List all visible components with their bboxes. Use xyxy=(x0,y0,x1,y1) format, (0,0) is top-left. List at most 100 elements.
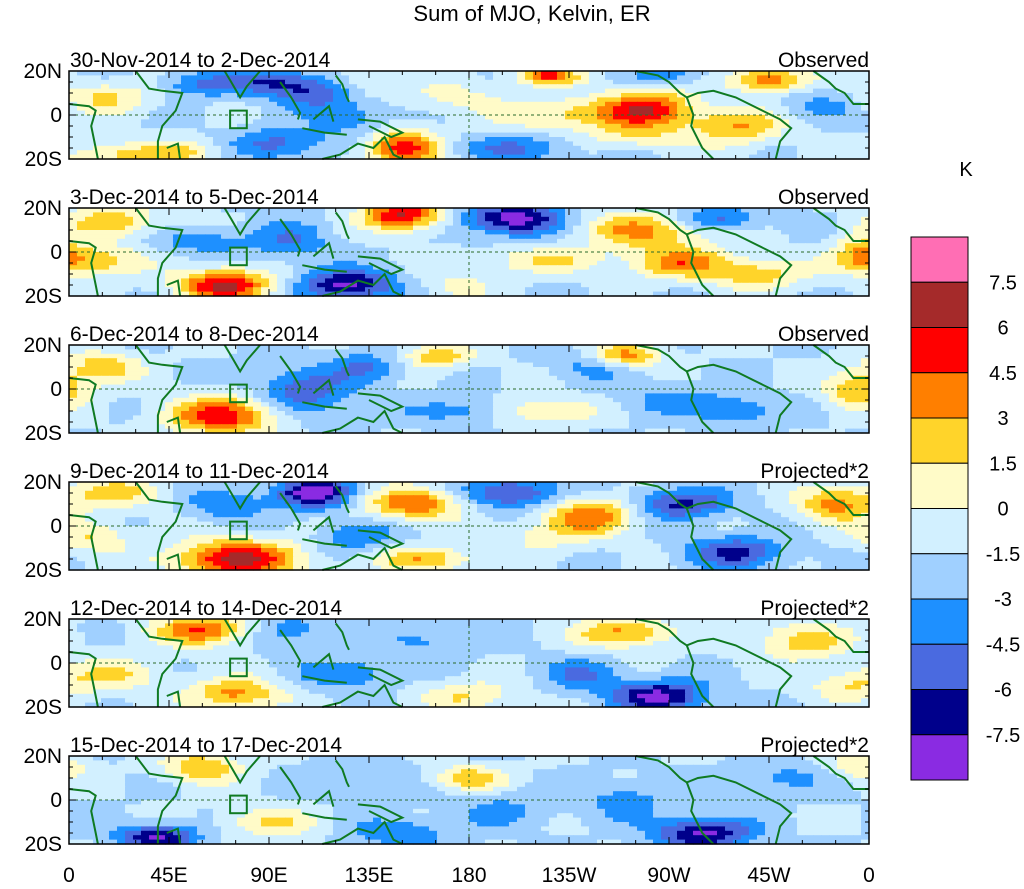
field-cell xyxy=(325,115,334,120)
field-cell xyxy=(429,88,438,94)
field-cell xyxy=(381,141,390,147)
field-cell xyxy=(133,88,142,94)
field-cell xyxy=(261,132,270,138)
field-cell xyxy=(461,137,470,142)
field-cell xyxy=(109,141,118,147)
field-cell xyxy=(445,367,454,372)
field-cell xyxy=(85,75,94,81)
field-cell xyxy=(597,208,606,213)
field-cell xyxy=(205,282,214,288)
field-cell xyxy=(589,282,598,288)
field-cell xyxy=(733,110,742,116)
field-cell xyxy=(85,367,94,372)
field-cell xyxy=(213,287,222,293)
field-cell xyxy=(109,145,118,151)
field-cell xyxy=(413,247,422,253)
field-cell xyxy=(757,265,766,271)
field-cell xyxy=(701,123,710,129)
field-cell xyxy=(613,282,622,288)
field-cell xyxy=(149,97,158,103)
field-cell xyxy=(437,265,446,271)
field-cell xyxy=(109,132,118,138)
field-cell xyxy=(709,71,718,76)
field-cell xyxy=(645,367,654,372)
field-cell xyxy=(653,269,662,275)
field-cell xyxy=(605,93,614,98)
field-cell xyxy=(69,353,78,359)
field-cell xyxy=(157,75,166,81)
field-cell xyxy=(357,123,366,129)
field-cell xyxy=(285,79,294,85)
field-cell xyxy=(317,265,326,271)
field-cell xyxy=(437,110,446,116)
field-cell xyxy=(861,75,870,81)
field-cell xyxy=(565,225,574,231)
field-cell xyxy=(637,79,646,85)
field-cell xyxy=(861,256,870,262)
field-cell xyxy=(565,97,574,103)
field-cell xyxy=(821,145,830,151)
field-cell xyxy=(149,128,158,134)
field-cell xyxy=(757,362,766,368)
field-cell xyxy=(189,362,198,368)
field-cell xyxy=(397,145,406,151)
field-cell xyxy=(293,291,302,297)
field-cell xyxy=(573,367,582,372)
field-cell xyxy=(373,145,382,151)
field-cell xyxy=(645,291,654,297)
field-cell xyxy=(189,371,198,377)
field-cell xyxy=(309,247,318,253)
field-cell xyxy=(437,362,446,368)
field-cell xyxy=(261,97,270,103)
field-cell xyxy=(157,230,166,235)
field-cell xyxy=(101,256,110,262)
field-cell xyxy=(269,252,278,257)
field-cell xyxy=(493,243,502,249)
field-cell xyxy=(765,97,774,103)
field-cell xyxy=(621,110,630,116)
field-cell xyxy=(405,238,414,244)
field-cell xyxy=(549,282,558,288)
field-cell xyxy=(717,84,726,90)
field-cell xyxy=(493,367,502,372)
field-cell xyxy=(301,243,310,249)
field-cell xyxy=(789,265,798,271)
field-cell xyxy=(277,345,286,350)
field-cell xyxy=(517,362,526,368)
field-cell xyxy=(653,375,662,381)
field-cell xyxy=(741,88,750,94)
field-cell xyxy=(453,238,462,244)
field-cell xyxy=(269,362,278,368)
field-cell xyxy=(141,119,150,125)
field-cell xyxy=(333,221,342,227)
field-cell xyxy=(469,367,478,372)
field-cell xyxy=(189,84,198,90)
field-cell xyxy=(445,93,454,98)
field-cell xyxy=(341,145,350,151)
field-cell xyxy=(525,362,534,368)
field-cell xyxy=(845,282,854,288)
field-cell xyxy=(517,71,526,76)
field-cell xyxy=(725,88,734,94)
field-cell xyxy=(533,291,542,297)
field-cell xyxy=(293,375,302,381)
field-cell xyxy=(101,141,110,147)
field-cell xyxy=(133,101,142,107)
field-cell xyxy=(93,274,102,279)
field-cell xyxy=(133,349,142,355)
field-cell xyxy=(725,150,734,156)
field-cell xyxy=(261,238,270,244)
field-cell xyxy=(765,274,774,279)
field-cell xyxy=(701,110,710,116)
field-cell xyxy=(525,212,534,218)
field-cell xyxy=(813,367,822,372)
field-cell xyxy=(573,238,582,244)
field-cell xyxy=(205,371,214,377)
field-cell xyxy=(429,119,438,125)
field-cell xyxy=(661,137,670,142)
field-cell xyxy=(165,101,174,107)
field-cell xyxy=(365,358,374,364)
field-cell xyxy=(701,234,710,240)
coastline xyxy=(635,70,793,160)
field-cell xyxy=(453,278,462,284)
